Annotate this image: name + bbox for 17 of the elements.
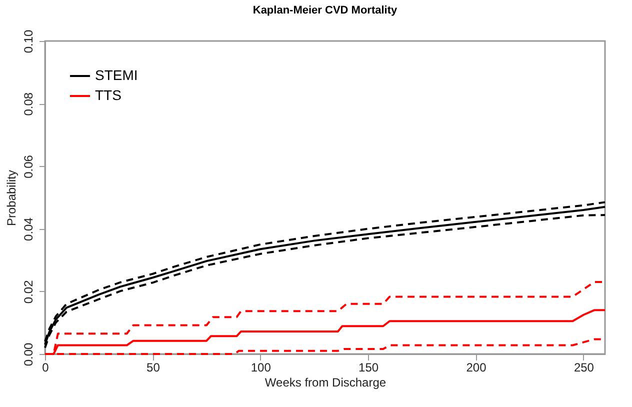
y-tick-label: 0.08 [22, 92, 36, 116]
x-tick-label: 150 [358, 360, 379, 374]
y-tick-label: 0.04 [22, 217, 36, 241]
x-tick-label: 200 [466, 360, 487, 374]
y-axis-title: Probability [4, 170, 18, 226]
x-tick-label: 100 [250, 360, 272, 374]
x-axis-title: Weeks from Discharge [264, 376, 386, 390]
x-tick-label: 50 [146, 360, 160, 374]
y-tick-label: 0.02 [22, 280, 36, 304]
x-tick-label: 0 [42, 360, 50, 374]
y-tick-label: 0.10 [22, 30, 36, 54]
chart-title: Kaplan-Meier CVD Mortality [252, 4, 398, 16]
y-tick-label: 0.00 [22, 342, 36, 366]
legend-label: STEMI [95, 67, 138, 83]
legend-label: TTS [95, 87, 122, 103]
x-tick-label: 250 [574, 360, 594, 374]
y-tick-label: 0.06 [22, 154, 36, 178]
